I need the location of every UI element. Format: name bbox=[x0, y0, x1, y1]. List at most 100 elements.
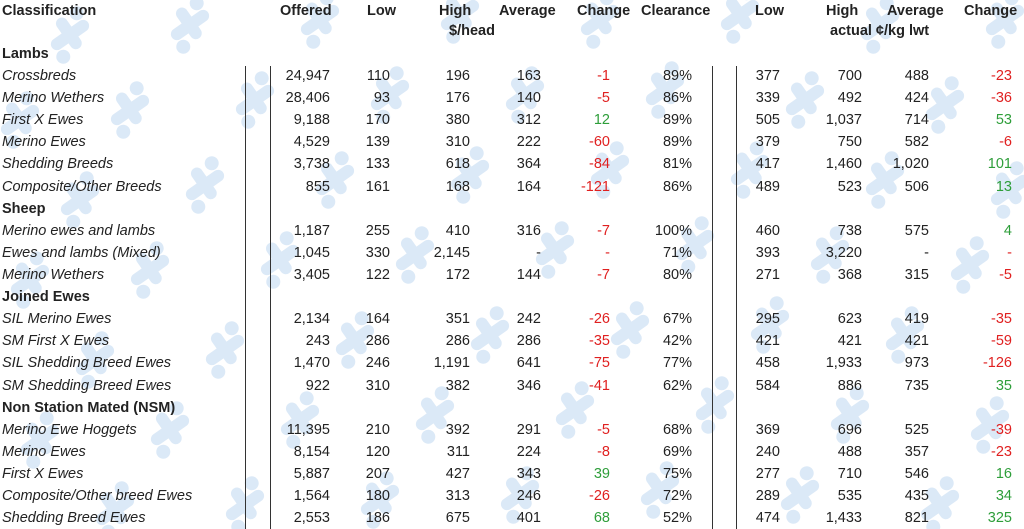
average-kg-cell: 582 bbox=[904, 134, 929, 150]
classification-cell: Merino Wethers bbox=[2, 267, 105, 283]
offered-cell: 5,887 bbox=[293, 466, 330, 482]
low-cell: 330 bbox=[365, 245, 390, 261]
low-kg-cell: 505 bbox=[755, 112, 780, 128]
change-cell: -7 bbox=[597, 267, 610, 283]
header-low: Low bbox=[367, 3, 396, 19]
low-kg-cell: 339 bbox=[755, 90, 780, 106]
low-cell: 164 bbox=[365, 311, 390, 327]
change-cell: -121 bbox=[580, 179, 610, 195]
clearance-cell: 75% bbox=[662, 466, 692, 482]
unit-kg-label: actual ¢/kg lwt bbox=[830, 23, 930, 39]
classification-cell: First X Ewes bbox=[2, 112, 84, 128]
high-kg-cell: 488 bbox=[837, 444, 862, 460]
section-title: Joined Ewes bbox=[2, 289, 90, 305]
low-cell: 120 bbox=[365, 444, 390, 460]
high-kg-cell: 421 bbox=[837, 333, 862, 349]
high-kg-cell: 1,037 bbox=[825, 112, 862, 128]
classification-cell: SIL Merino Ewes bbox=[2, 311, 112, 327]
low-kg-cell: 421 bbox=[755, 333, 780, 349]
change-cell: -1 bbox=[597, 68, 610, 84]
high-cell: 172 bbox=[445, 267, 470, 283]
high-kg-cell: 368 bbox=[837, 267, 862, 283]
average-kg-cell: 973 bbox=[904, 355, 929, 371]
average-cell: 224 bbox=[516, 444, 541, 460]
classification-cell: Merino Ewes bbox=[2, 444, 86, 460]
low-cell: 122 bbox=[365, 267, 390, 283]
offered-cell: 1,564 bbox=[293, 488, 330, 504]
clearance-cell: 77% bbox=[662, 355, 692, 371]
clearance-cell: 72% bbox=[662, 488, 692, 504]
change-kg-cell: 4 bbox=[1003, 223, 1012, 239]
classification-cell: Ewes and lambs (Mixed) bbox=[2, 245, 161, 261]
change-kg-cell: 53 bbox=[995, 112, 1012, 128]
average-kg-cell: 546 bbox=[904, 466, 929, 482]
section-title: Lambs bbox=[2, 46, 49, 62]
average-cell: 286 bbox=[516, 333, 541, 349]
header-average-kg: Average bbox=[887, 3, 944, 19]
clearance-cell: 89% bbox=[662, 112, 692, 128]
header-offered: Offered bbox=[280, 3, 332, 19]
classification-cell: Merino Wethers bbox=[2, 90, 105, 106]
change-cell: -8 bbox=[597, 444, 610, 460]
high-kg-cell: 535 bbox=[837, 488, 862, 504]
offered-cell: 8,154 bbox=[293, 444, 330, 460]
average-kg-cell: 419 bbox=[904, 311, 929, 327]
low-kg-cell: 277 bbox=[755, 466, 780, 482]
average-kg-cell: 435 bbox=[904, 488, 929, 504]
change-kg-cell: -35 bbox=[991, 311, 1012, 327]
high-kg-cell: 700 bbox=[837, 68, 862, 84]
change-kg-cell: -59 bbox=[991, 333, 1012, 349]
high-cell: 410 bbox=[445, 223, 470, 239]
classification-cell: SIL Shedding Breed Ewes bbox=[2, 355, 172, 371]
change-cell: -84 bbox=[589, 156, 610, 172]
offered-cell: 922 bbox=[305, 378, 330, 394]
high-kg-cell: 1,460 bbox=[825, 156, 862, 172]
average-kg-cell: 1,020 bbox=[892, 156, 929, 172]
offered-cell: 2,134 bbox=[293, 311, 330, 327]
offered-cell: 24,947 bbox=[285, 68, 330, 84]
average-kg-cell: 424 bbox=[904, 90, 929, 106]
low-kg-cell: 417 bbox=[755, 156, 780, 172]
clearance-cell: 52% bbox=[662, 510, 692, 526]
low-cell: 310 bbox=[365, 378, 390, 394]
divider-kg bbox=[736, 66, 737, 529]
clearance-cell: 86% bbox=[662, 179, 692, 195]
high-cell: 351 bbox=[445, 311, 470, 327]
header-change-kg: Change bbox=[964, 3, 1018, 19]
average-kg-cell: 714 bbox=[904, 112, 929, 128]
classification-cell: Shedding Breeds bbox=[2, 156, 114, 172]
offered-cell: 2,553 bbox=[293, 510, 330, 526]
low-cell: 255 bbox=[365, 223, 390, 239]
clearance-cell: 69% bbox=[662, 444, 692, 460]
header-change: Change bbox=[577, 3, 631, 19]
average-kg-cell: 488 bbox=[904, 68, 929, 84]
low-kg-cell: 584 bbox=[755, 378, 780, 394]
change-cell: -26 bbox=[589, 311, 610, 327]
high-cell: 618 bbox=[445, 156, 470, 172]
change-cell: -5 bbox=[597, 422, 610, 438]
clearance-cell: 89% bbox=[662, 68, 692, 84]
change-kg-cell: 34 bbox=[995, 488, 1012, 504]
change-cell: -41 bbox=[589, 378, 610, 394]
offered-cell: 243 bbox=[305, 333, 330, 349]
offered-cell: 3,738 bbox=[293, 156, 330, 172]
header-low-kg: Low bbox=[755, 3, 784, 19]
average-cell: 222 bbox=[516, 134, 541, 150]
high-cell: 2,145 bbox=[433, 245, 470, 261]
high-cell: 176 bbox=[445, 90, 470, 106]
low-cell: 180 bbox=[365, 488, 390, 504]
offered-cell: 11,395 bbox=[286, 422, 330, 438]
header-high-kg: High bbox=[826, 3, 859, 19]
high-cell: 196 bbox=[445, 68, 470, 84]
high-kg-cell: 623 bbox=[837, 311, 862, 327]
classification-cell: SM Shedding Breed Ewes bbox=[2, 378, 172, 394]
average-cell: 163 bbox=[516, 68, 541, 84]
clearance-cell: 67% bbox=[662, 311, 692, 327]
low-kg-cell: 289 bbox=[755, 488, 780, 504]
low-cell: 133 bbox=[365, 156, 390, 172]
high-cell: 168 bbox=[445, 179, 470, 195]
change-kg-cell: -23 bbox=[991, 68, 1012, 84]
clearance-cell: 89% bbox=[662, 134, 692, 150]
high-cell: 286 bbox=[445, 333, 470, 349]
low-cell: 93 bbox=[373, 90, 390, 106]
